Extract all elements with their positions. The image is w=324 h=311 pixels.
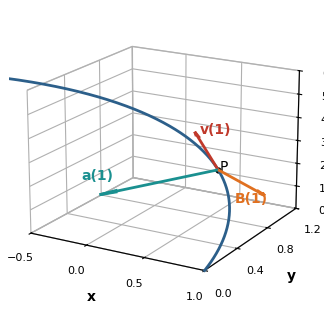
Y-axis label: y: y: [286, 270, 295, 284]
X-axis label: x: x: [87, 290, 96, 304]
